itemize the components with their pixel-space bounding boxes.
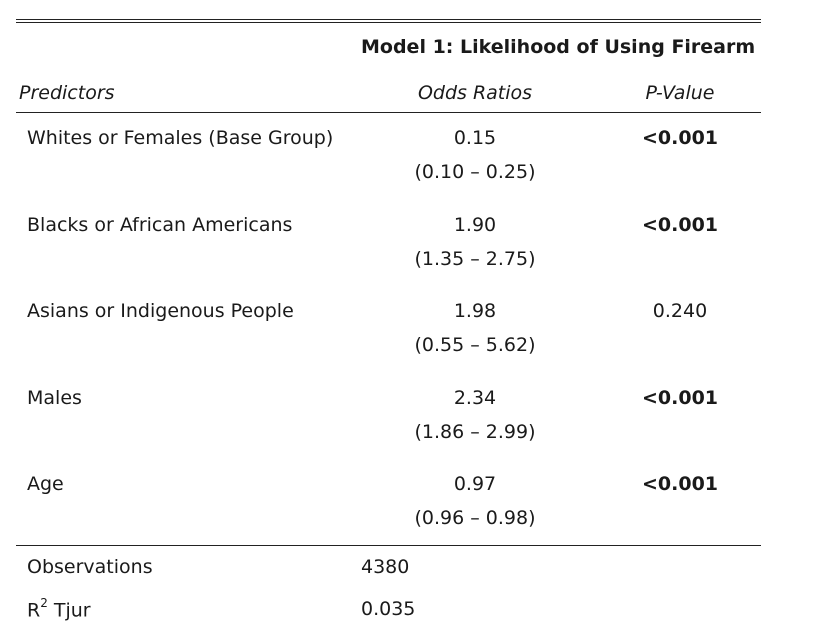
odds-ratio: 1.98 — [453, 300, 497, 322]
odds-ratio: 1.90 — [453, 214, 497, 236]
table-title: Model 1: Likelihood of Using Firearm — [361, 36, 756, 58]
row-label: Age — [27, 473, 64, 495]
header-p-value: P-Value — [645, 82, 715, 104]
r2-label-superscript: 2 — [40, 596, 48, 610]
confidence-interval: (0.96 – 0.98) — [414, 507, 536, 529]
r2-label: R2 Tjur — [27, 596, 91, 622]
header-odds-ratios: Odds Ratios — [417, 82, 533, 104]
confidence-interval: (0.10 – 0.25) — [414, 161, 536, 183]
confidence-interval: (1.35 – 2.75) — [414, 248, 536, 270]
row-label: Males — [27, 387, 82, 409]
observations-value: 4380 — [361, 556, 410, 578]
table-top-rule-inner — [16, 22, 761, 23]
odds-ratio: 0.97 — [453, 473, 497, 495]
table-row: Age 0.97 (0.96 – 0.98) <0.001 — [0, 473, 836, 553]
p-value: <0.001 — [641, 214, 719, 236]
r2-label-base: R — [27, 599, 41, 622]
footer-rule — [16, 545, 761, 546]
row-label: Blacks or African Americans — [27, 214, 293, 236]
row-label: Asians or Indigenous People — [27, 300, 294, 322]
footer-row-r2: R2 Tjur 0.035 — [0, 596, 836, 628]
table-row: Whites or Females (Base Group) 0.15 (0.1… — [0, 127, 836, 207]
table-row: Asians or Indigenous People 1.98 (0.55 –… — [0, 300, 836, 380]
p-value: <0.001 — [641, 127, 719, 149]
confidence-interval: (0.55 – 5.62) — [414, 334, 536, 356]
table-row: Males 2.34 (1.86 – 2.99) <0.001 — [0, 387, 836, 467]
confidence-interval: (1.86 – 2.99) — [414, 421, 536, 443]
header-predictors: Predictors — [19, 82, 115, 104]
r2-label-rest: Tjur — [47, 599, 91, 622]
table-top-rule — [16, 19, 761, 20]
row-label: Whites or Females (Base Group) — [27, 127, 334, 149]
footer-row-observations: Observations 4380 — [0, 556, 836, 586]
p-value: 0.240 — [652, 300, 708, 322]
odds-ratio: 2.34 — [453, 387, 497, 409]
p-value: <0.001 — [641, 473, 719, 495]
table-row: Blacks or African Americans 1.90 (1.35 –… — [0, 214, 836, 294]
p-value: <0.001 — [641, 387, 719, 409]
r2-value: 0.035 — [361, 598, 416, 620]
observations-label: Observations — [27, 556, 153, 578]
odds-ratio: 0.15 — [453, 127, 497, 149]
header-rule — [16, 112, 761, 113]
